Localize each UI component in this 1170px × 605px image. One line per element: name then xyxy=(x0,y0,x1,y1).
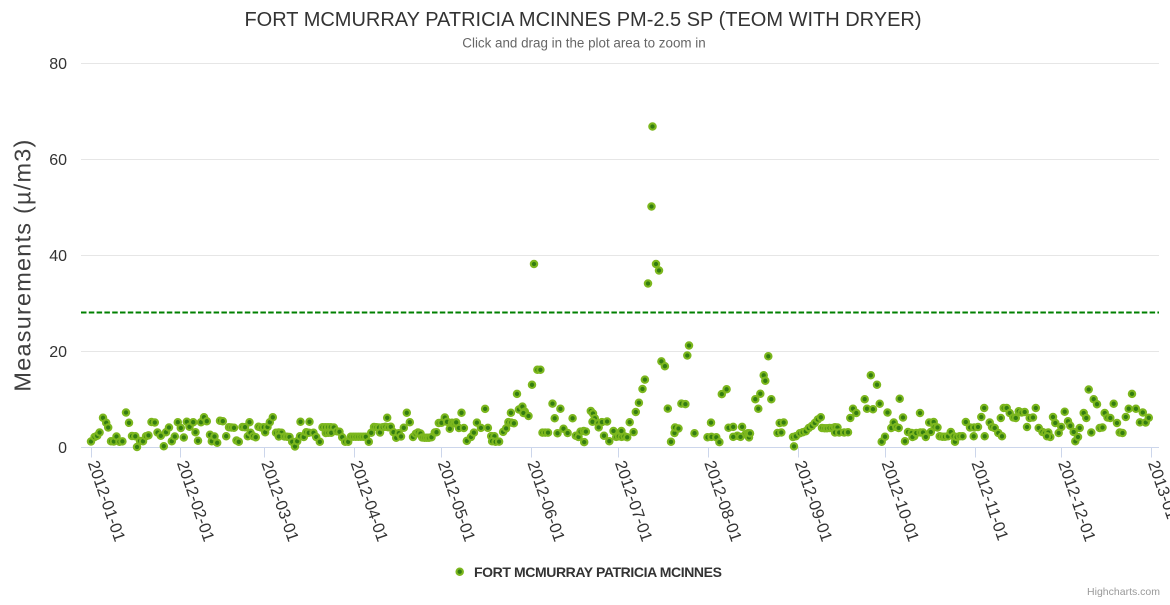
svg-text:0: 0 xyxy=(58,440,67,457)
svg-text:FORT MCMURRAY PATRICIA MCINNES: FORT MCMURRAY PATRICIA MCINNES xyxy=(474,564,722,580)
svg-text:Click and drag in the plot are: Click and drag in the plot area to zoom … xyxy=(462,36,705,51)
svg-text:Highcharts.com: Highcharts.com xyxy=(1087,586,1160,598)
svg-text:40: 40 xyxy=(49,248,67,265)
svg-text:Measurements (µ/m3): Measurements (µ/m3) xyxy=(10,138,36,391)
svg-text:20: 20 xyxy=(49,344,67,361)
svg-text:60: 60 xyxy=(49,152,67,169)
svg-text:FORT MCMURRAY PATRICIA MCINNES: FORT MCMURRAY PATRICIA MCINNES PM-2.5 SP… xyxy=(244,9,921,31)
svg-text:80: 80 xyxy=(49,56,67,73)
